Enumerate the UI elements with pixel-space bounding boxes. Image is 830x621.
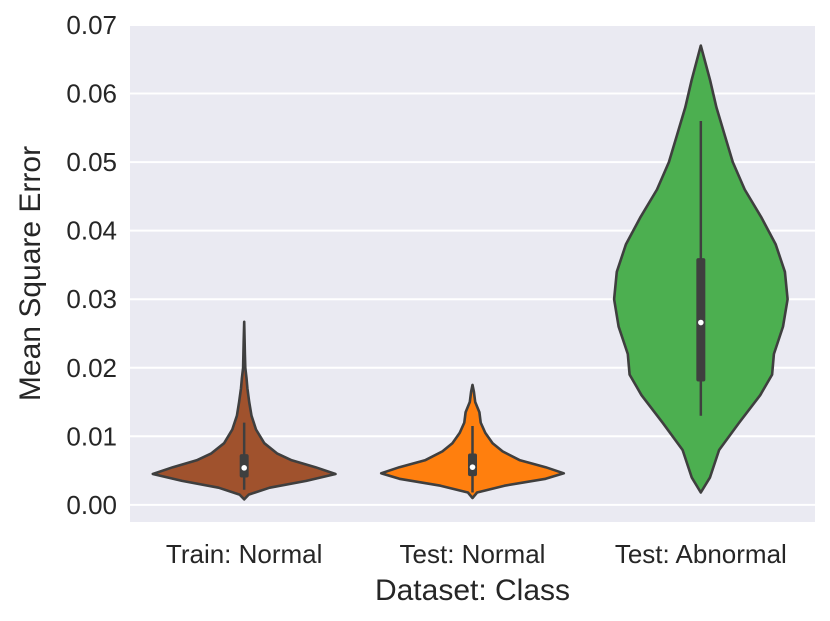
y-tick-label: 0.00 bbox=[66, 490, 117, 520]
violin-group bbox=[379, 383, 566, 500]
violin-body bbox=[151, 320, 337, 501]
y-tick-label: 0.01 bbox=[66, 421, 117, 451]
y-tick-labels: 0.00 0.01 0.02 0.03 0.04 0.05 0.06 0.07 bbox=[66, 10, 117, 520]
violin-group bbox=[151, 320, 337, 501]
y-tick-label: 0.04 bbox=[66, 216, 117, 246]
violin-median-dot bbox=[698, 319, 704, 326]
y-tick-label: 0.06 bbox=[66, 79, 117, 109]
x-tick-label: Train: Normal bbox=[166, 539, 323, 569]
y-tick-label: 0.03 bbox=[66, 284, 117, 314]
x-tick-labels: Train: Normal Test: Normal Test: Abnormal bbox=[166, 539, 787, 569]
y-tick-label: 0.07 bbox=[66, 10, 117, 40]
x-tick-label: Test: Abnormal bbox=[615, 539, 787, 569]
violin-median-dot bbox=[469, 464, 476, 470]
violin-group bbox=[612, 44, 789, 494]
violins bbox=[151, 44, 789, 501]
x-axis-label: Dataset: Class bbox=[375, 574, 570, 607]
y-axis-label: Mean Square Error bbox=[14, 146, 47, 401]
y-tick-label: 0.05 bbox=[66, 147, 117, 177]
violin-median-dot bbox=[241, 465, 247, 471]
y-tick-label: 0.02 bbox=[66, 353, 117, 383]
x-tick-label: Test: Normal bbox=[400, 539, 546, 569]
